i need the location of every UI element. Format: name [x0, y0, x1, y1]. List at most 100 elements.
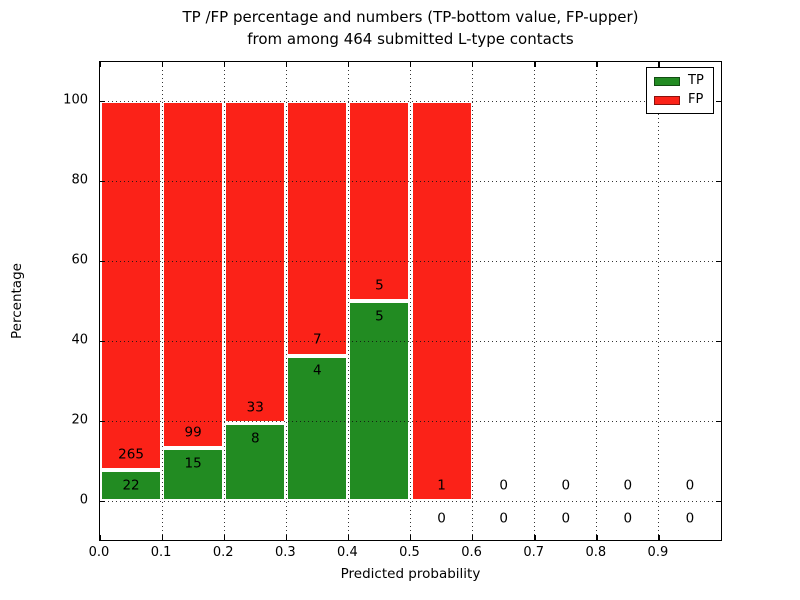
tp-count-label: 0 [685, 510, 695, 527]
bar-segment-fp [162, 101, 225, 449]
x-tick-mark [347, 535, 350, 540]
x-tick-label: 0.3 [274, 545, 296, 560]
y-axis-label: Percentage [9, 263, 25, 339]
bar-segment-tp [162, 448, 225, 501]
tp-count-label: 15 [184, 455, 202, 472]
x-tick-mark [658, 62, 660, 67]
x-tick-mark [161, 535, 163, 540]
x-tick-mark [596, 62, 598, 67]
v-gridline [223, 62, 225, 540]
x-tick-mark [99, 62, 101, 67]
fp-count-label: 7 [313, 331, 322, 348]
bars-layer [100, 62, 721, 540]
x-tick-label: 0.0 [88, 545, 110, 560]
x-tick-mark [534, 535, 536, 540]
x-tick-label: 0.4 [337, 545, 358, 560]
fp-count-label: 0 [561, 477, 571, 494]
x-tick-mark [223, 62, 226, 67]
ticks-layer [99, 62, 721, 540]
y-tick-mark [100, 420, 105, 422]
bar-segment-fp [286, 101, 349, 356]
x-tick-label: 0.5 [399, 545, 420, 560]
legend-item-tp: TP [647, 74, 713, 88]
chart-title-line-1: TP /FP percentage and numbers (TP-bottom… [182, 8, 639, 26]
fp-count-label: 99 [184, 424, 202, 441]
legend-swatch-fp-icon [654, 95, 680, 105]
x-tick-mark [410, 62, 412, 67]
tp-count-label: 0 [561, 510, 571, 527]
tp-count-label: 22 [122, 477, 140, 494]
v-gridline [596, 62, 598, 540]
legend-item-fp: FP [647, 93, 713, 107]
y-tick-label: 100 [63, 92, 88, 108]
v-gridline [534, 62, 536, 540]
bar-segment-tp [348, 301, 411, 501]
y-tick-label: 60 [71, 252, 88, 268]
chart-title-line-2: from among 464 submitted L-type contacts [247, 30, 574, 48]
x-tick-mark [161, 62, 163, 67]
grid-layer [100, 62, 721, 540]
y-tick-label: 40 [71, 332, 88, 348]
fp-count-label: 0 [685, 477, 695, 494]
v-gridline [347, 62, 349, 540]
legend: TP FP [646, 67, 714, 114]
plot-area: 265 22 99 15 33 8 7 4 5 5 1 0 0 0 0 0 0 0 0 0 TP FP [99, 61, 722, 541]
tp-count-label: 4 [313, 362, 322, 379]
v-gridline [410, 62, 411, 540]
x-tick-mark [534, 62, 536, 67]
bar-segment-tp [100, 470, 163, 501]
y-tick-label: 80 [71, 172, 88, 188]
x-axis-label: Predicted probability [340, 566, 481, 582]
tp-count-label: 8 [250, 430, 260, 447]
fp-count-label: 33 [246, 399, 264, 416]
bar-segment-fp [348, 101, 411, 301]
bar-segment-fp [224, 101, 287, 423]
x-tick-label: 0.6 [461, 545, 482, 560]
bar-labels-layer: 265 22 99 15 33 8 7 4 5 5 1 0 0 0 0 0 0 0 0 0 [100, 62, 721, 540]
legend-swatch-tp-icon [654, 76, 680, 86]
x-tick-label: 0.2 [212, 545, 234, 560]
bar-segment-fp [410, 101, 473, 501]
x-tick-label: 0.7 [523, 545, 545, 560]
x-tick-mark [410, 535, 412, 540]
y-tick-mark [100, 340, 105, 342]
v-gridline [161, 62, 163, 540]
x-tick-mark [223, 535, 226, 540]
y-tick-mark [716, 100, 721, 102]
fp-count-label: 265 [118, 446, 144, 463]
tp-count-label: 0 [623, 510, 633, 527]
x-tick-mark [472, 535, 474, 540]
x-tick-mark [347, 62, 350, 67]
y-tick-mark [100, 180, 105, 182]
x-tick-mark [285, 62, 288, 67]
v-gridline [658, 62, 660, 540]
y-tick-mark [716, 500, 721, 502]
y-tick-mark [716, 180, 721, 182]
y-tick-mark [716, 340, 721, 342]
v-gridline [472, 62, 474, 540]
bar-segment-fp [100, 101, 163, 471]
v-gridline [285, 62, 287, 540]
bar-segment-tp [286, 355, 349, 501]
x-tick-label: 0.1 [150, 545, 172, 560]
x-tick-label: 0.8 [585, 545, 607, 560]
x-tick-mark [658, 535, 660, 540]
tp-count-label: 0 [499, 510, 508, 527]
tp-count-label: 0 [437, 510, 446, 527]
y-tick-mark [100, 100, 105, 102]
x-tick-label: 0.9 [647, 545, 669, 560]
y-tick-label: 20 [71, 412, 88, 428]
x-tick-mark [596, 535, 598, 540]
tp-count-label: 5 [375, 308, 384, 325]
y-tick-mark [716, 260, 721, 262]
x-tick-mark [285, 535, 288, 540]
fp-count-label: 0 [623, 477, 633, 494]
y-tick-mark [100, 260, 105, 262]
y-tick-mark [100, 500, 105, 502]
x-tick-mark [472, 62, 474, 67]
y-tick-label: 0 [79, 492, 88, 508]
y-tick-mark [716, 420, 721, 422]
chart-title: TP /FP percentage and numbers (TP-bottom… [100, 6, 721, 50]
fp-count-label: 0 [499, 477, 508, 494]
